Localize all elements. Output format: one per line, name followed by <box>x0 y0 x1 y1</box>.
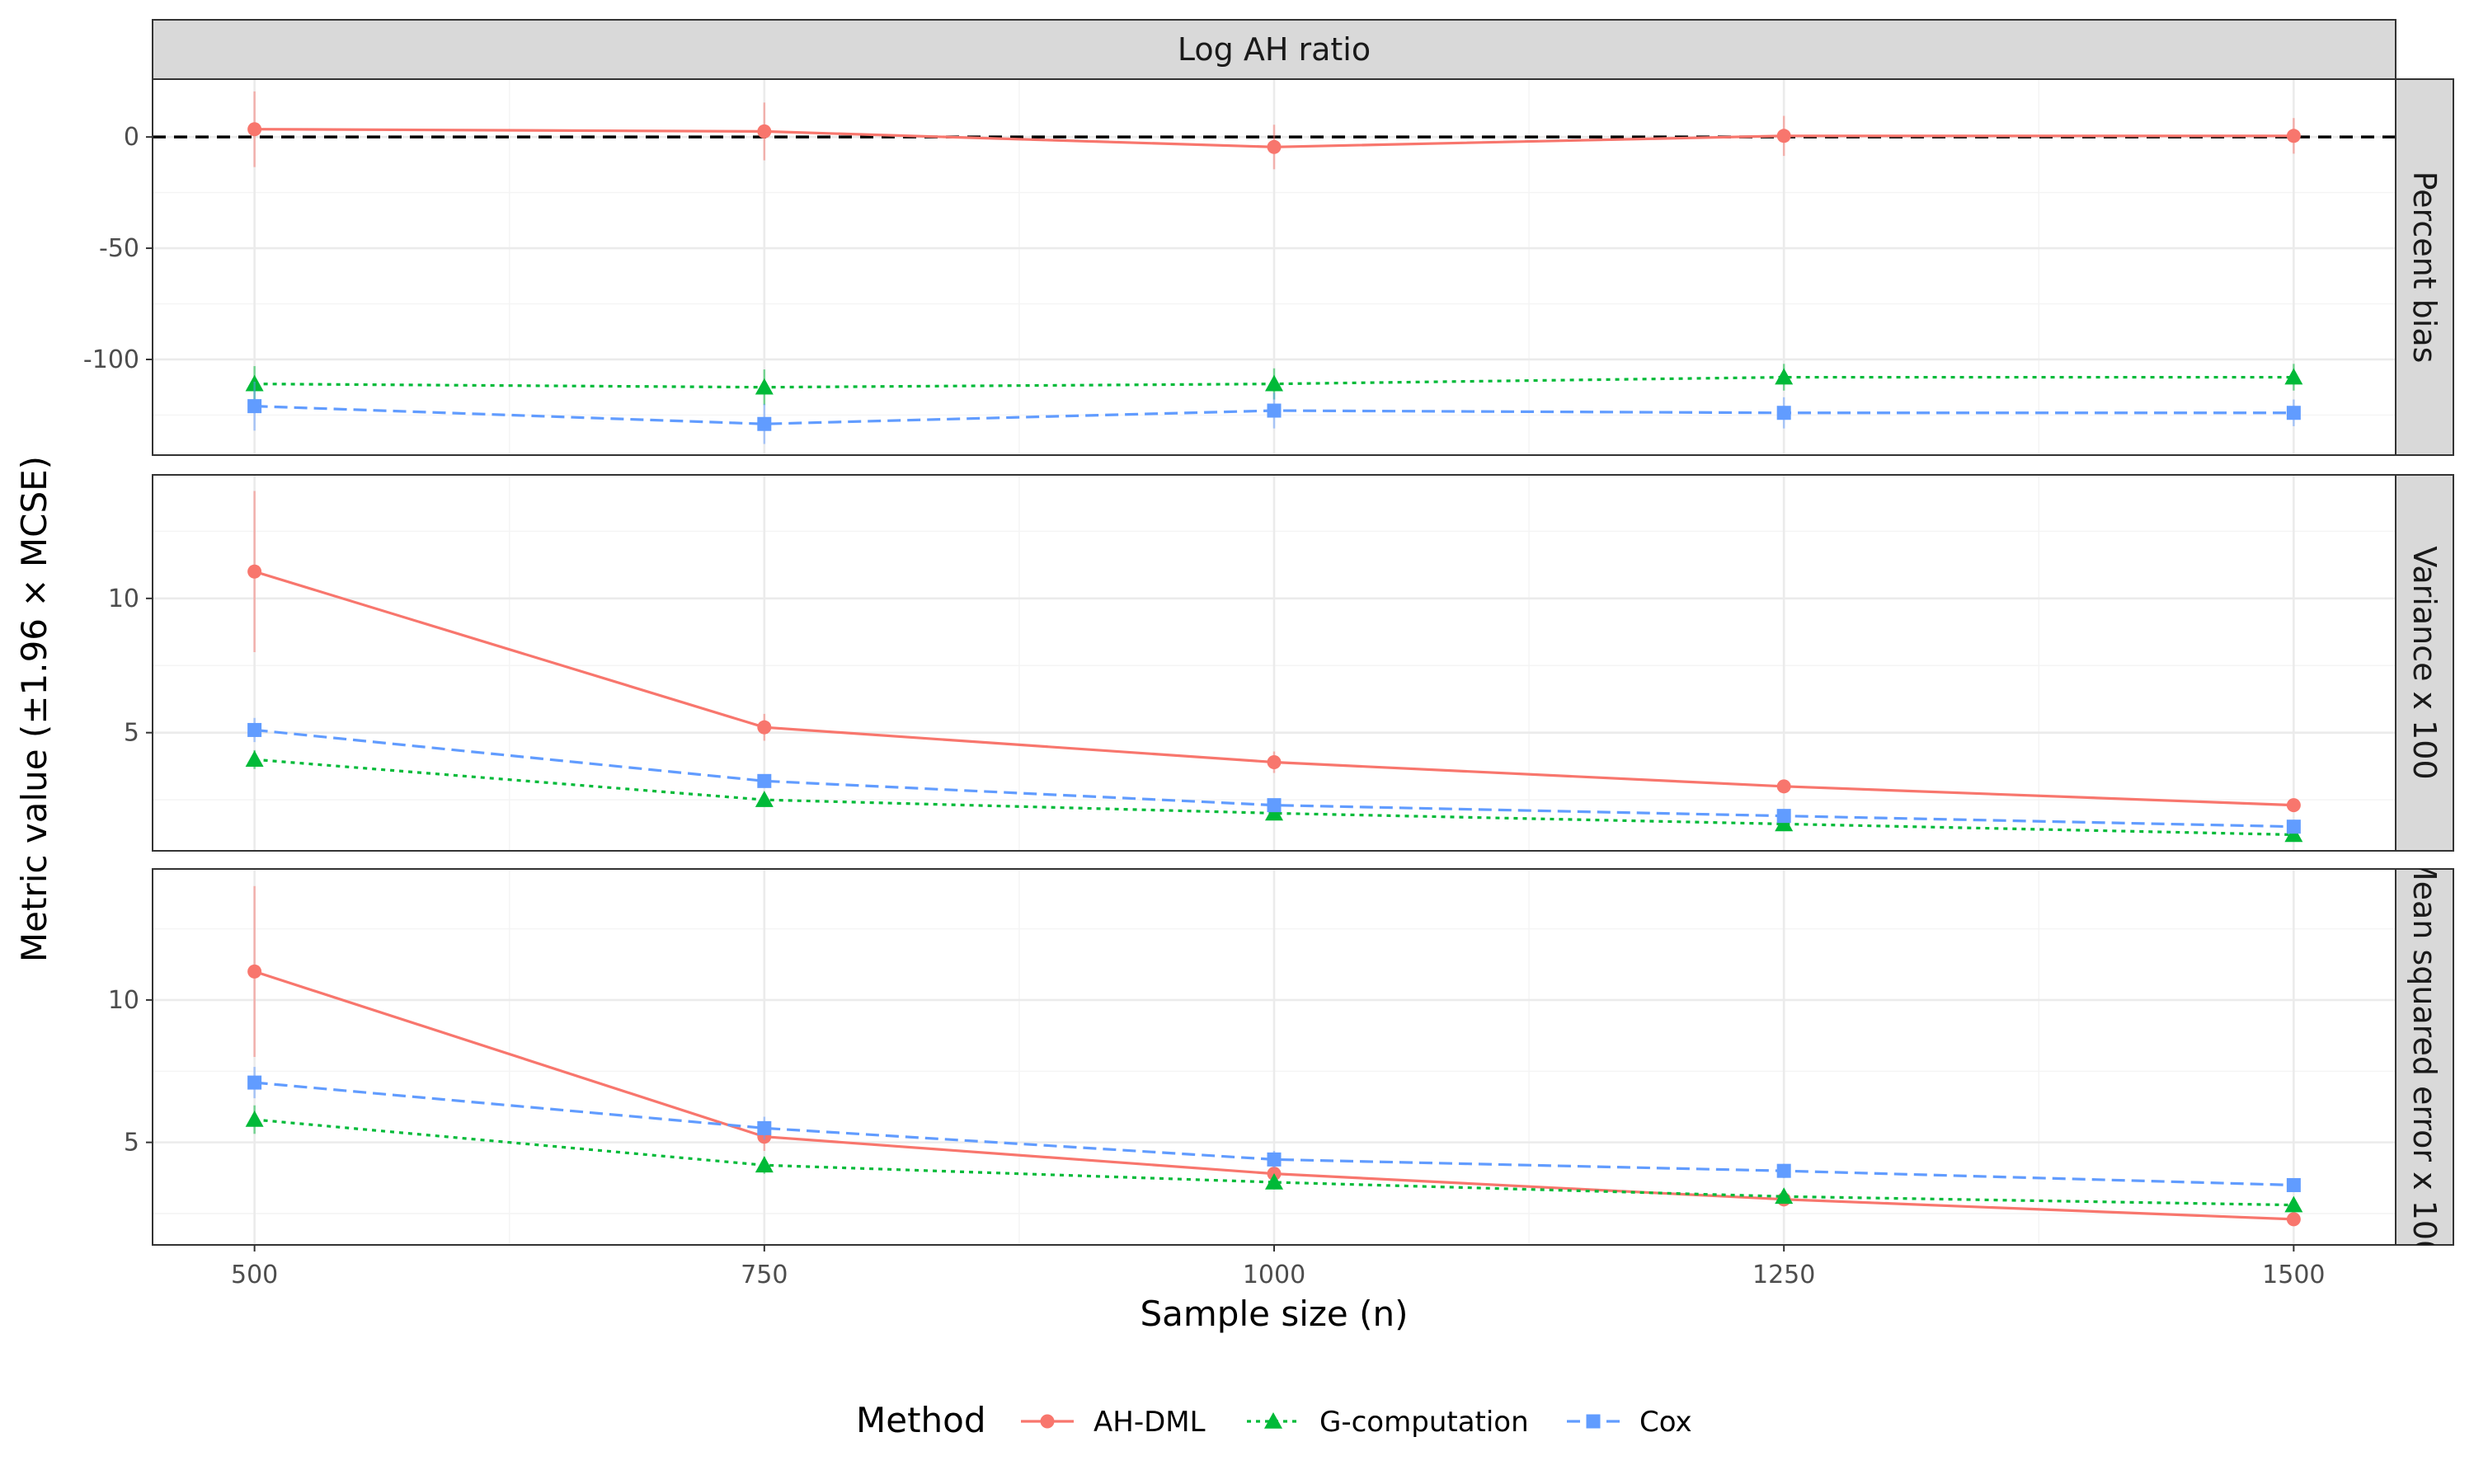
data-point <box>247 399 262 414</box>
data-point <box>755 378 774 395</box>
data-point <box>757 720 772 735</box>
data-point <box>245 1111 264 1127</box>
legend-item: Cox <box>1567 1406 1692 1439</box>
facet-panel: -100 -50 0 Percent bias <box>83 78 2454 456</box>
data-point <box>2286 1177 2301 1192</box>
facet-row-strip-bg <box>2395 78 2454 456</box>
data-point <box>757 124 772 139</box>
data-point <box>1265 374 1283 392</box>
x-axis: 500 750 1000 1250 1500 <box>231 1245 2326 1289</box>
data-point <box>757 416 772 431</box>
data-point <box>1267 798 1282 813</box>
data-point <box>1776 809 1791 824</box>
data-point <box>1775 815 1794 832</box>
facet-column-strip: Log AH ratio <box>152 19 2396 80</box>
data-point <box>757 773 772 788</box>
facet-row-strip-bg <box>2395 868 2454 1246</box>
series-cox <box>247 1067 2301 1192</box>
data-point <box>247 122 262 137</box>
facet-panel: 5 10 Mean squared error x 100 <box>108 854 2454 1260</box>
data-point <box>247 964 262 979</box>
x-tick-label: 750 <box>741 1261 788 1289</box>
data-point <box>247 1075 262 1090</box>
data-point <box>1267 139 1282 154</box>
legend: Method AH-DML G-computation Cox <box>856 1400 1692 1440</box>
series-cox <box>247 381 2301 444</box>
data-point <box>2286 129 2301 143</box>
data-point <box>2284 825 2303 843</box>
series-line <box>254 728 2294 829</box>
data-point <box>1776 129 1791 143</box>
legend-key-marker <box>1040 1414 1055 1429</box>
data-point <box>2286 819 2301 834</box>
facet-column-strip-bg <box>152 19 2396 80</box>
data-point <box>2286 406 2301 420</box>
y-tick-label: -100 <box>83 345 139 374</box>
legend-label: AH-DML <box>1094 1406 1206 1439</box>
x-tick-label: 500 <box>231 1261 278 1289</box>
y-axis-title: Metric value (±1.96 × MCSE) <box>14 456 54 962</box>
series-g-computation <box>245 749 2303 843</box>
facet-row-label: Mean squared error x 100 <box>2406 854 2443 1260</box>
data-point <box>1776 1163 1791 1178</box>
x-tick-label: 1500 <box>2262 1261 2325 1289</box>
legend-key-marker <box>1586 1414 1601 1429</box>
y-tick-label: 0 <box>124 123 139 152</box>
x-axis-title: Sample size (n) <box>1140 1294 1408 1334</box>
data-point <box>1776 779 1791 794</box>
data-point <box>2286 798 2301 813</box>
y-tick-label: 5 <box>124 719 139 748</box>
legend-key-marker <box>1264 1412 1282 1429</box>
data-point <box>247 722 262 737</box>
legend-keys: AH-DML G-computation Cox <box>1021 1406 1692 1439</box>
data-point <box>1267 403 1282 418</box>
data-point <box>245 750 264 768</box>
data-point <box>1776 406 1791 420</box>
data-point <box>1775 368 1794 385</box>
data-point <box>247 564 262 579</box>
y-tick-label: -50 <box>99 234 139 263</box>
data-point <box>755 1156 774 1173</box>
data-point <box>2286 1212 2301 1227</box>
y-tick-label: 10 <box>108 585 139 613</box>
series-ah-dml <box>247 491 2301 813</box>
series-ah-dml <box>247 91 2301 170</box>
facet-column-label: Log AH ratio <box>1178 31 1371 68</box>
data-point <box>1775 1187 1794 1205</box>
facet-panels: -100 -50 0 Percent bias 5 10 Variance x 100 5 10… <box>83 78 2454 1260</box>
legend-item: G-computation <box>1247 1406 1529 1439</box>
x-tick-label: 1000 <box>1243 1261 1305 1289</box>
x-tick-label: 1250 <box>1752 1261 1815 1289</box>
data-point <box>757 1120 772 1135</box>
data-point <box>2284 1195 2303 1213</box>
legend-item: AH-DML <box>1021 1406 1206 1439</box>
data-point <box>1267 1152 1282 1167</box>
legend-label: Cox <box>1639 1406 1692 1439</box>
y-tick-label: 10 <box>108 986 139 1015</box>
series-g-computation <box>245 1105 2303 1213</box>
series-cox <box>247 717 2301 834</box>
data-point <box>755 791 774 807</box>
legend-title: Method <box>856 1400 986 1440</box>
facet-row-strip-bg <box>2395 474 2454 852</box>
data-point <box>2284 368 2303 385</box>
facet-row-label: Percent bias <box>2406 171 2443 364</box>
legend-label: G-computation <box>1319 1406 1529 1439</box>
y-tick-label: 5 <box>124 1129 139 1158</box>
facet-panel: 5 10 Variance x 100 <box>108 474 2454 852</box>
facet-row-label: Variance x 100 <box>2406 546 2443 779</box>
data-point <box>1267 755 1282 770</box>
data-point <box>1265 804 1283 821</box>
data-point <box>1265 1173 1283 1190</box>
